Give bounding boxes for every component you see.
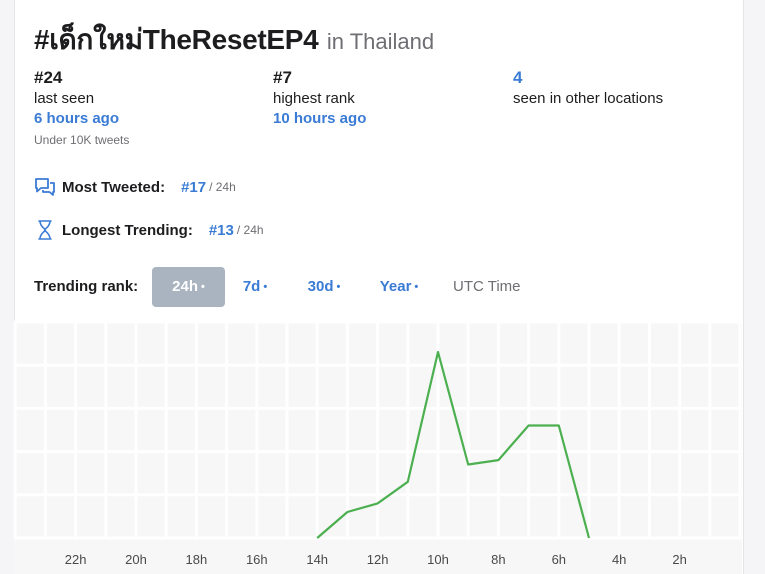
highest-rank-ago: 10 hours ago (273, 110, 367, 127)
chart-grid (13, 320, 742, 540)
x-tick-label: 2h (672, 552, 686, 567)
tab-year[interactable]: Year • (370, 267, 428, 307)
x-tick-label: 8h (491, 552, 505, 567)
x-tick-label: 6h (552, 552, 566, 567)
tab-7d-dot: • (263, 281, 268, 293)
tab-24h[interactable]: 24h • (152, 267, 225, 307)
trending-rank-label: Trending rank: (34, 278, 139, 295)
tab-24h-label: 24h (172, 278, 198, 295)
x-tick-label: 14h (306, 552, 328, 567)
stat-highest-rank: #7 highest rank 10 hours ago (273, 68, 366, 128)
other-locations-label: seen in other locations (513, 90, 664, 107)
data-point[interactable] (495, 457, 501, 463)
chat-bubbles-icon (34, 176, 56, 198)
most-tweeted-row: Most Tweeted: #17 / 24h (34, 176, 236, 198)
x-tick-label: 22h (65, 552, 87, 567)
tab-year-dot: • (414, 281, 419, 293)
hourglass-icon (34, 219, 56, 241)
longest-trending-row: Longest Trending: #13 / 24h (34, 219, 264, 241)
most-tweeted-label: Most Tweeted: (62, 178, 166, 196)
most-tweeted-rank[interactable]: #17 (181, 178, 207, 196)
trend-points (314, 349, 592, 541)
most-tweeted-period: / 24h (209, 180, 236, 194)
data-point[interactable] (344, 509, 350, 515)
tab-year-label: Year (379, 278, 412, 295)
tweet-count: Under 10K tweets (34, 133, 130, 147)
x-tick-label: 12h (367, 552, 389, 567)
utc-time-toggle[interactable]: UTC Time (453, 278, 521, 295)
x-tick-label: 16h (246, 552, 268, 567)
tab-24h-dot: • (201, 281, 205, 293)
longest-trending-period: / 24h (236, 223, 264, 237)
longest-trending-rank[interactable]: #13 (208, 221, 234, 239)
tab-7d-label: 7d (242, 278, 261, 295)
data-point[interactable] (556, 423, 562, 429)
last-seen-ago: 6 hours ago (34, 110, 120, 127)
hashtag-title: #เด็กใหม่TheResetEP4 (34, 24, 319, 55)
data-point[interactable] (405, 479, 411, 485)
tab-7d[interactable]: 7d • (232, 267, 278, 307)
tab-30d-dot: • (336, 281, 341, 293)
data-point[interactable] (526, 423, 532, 429)
data-point[interactable] (314, 535, 320, 541)
data-point[interactable] (586, 535, 592, 541)
highest-rank-value: #7 (273, 68, 292, 87)
data-point[interactable] (375, 500, 381, 506)
highest-rank-label: highest rank (273, 90, 355, 107)
data-point[interactable] (435, 349, 441, 355)
tab-30d-label: 30d (307, 278, 334, 295)
other-locations-count[interactable]: 4 (513, 68, 523, 87)
stat-other-locations[interactable]: 4 seen in other locations (513, 68, 663, 110)
x-tick-label: 18h (186, 552, 208, 567)
x-tick-label: 20h (125, 552, 147, 567)
page-title: #เด็กใหม่TheResetEP4 in Thailand (34, 18, 434, 62)
last-seen-label: last seen (34, 90, 95, 107)
tab-30d[interactable]: 30d • (296, 267, 352, 307)
trend-line (316, 350, 591, 539)
location-label: in Thailand (326, 29, 435, 54)
x-axis-ticks: 22h 20h 18h 16h 14h 12h 10h 8h 6h 4h 2h (65, 552, 687, 567)
x-tick-label: 4h (612, 552, 626, 567)
stat-last-seen: #24 last seen 6 hours ago Under 10K twee… (34, 68, 129, 147)
last-seen-rank: #24 (34, 68, 63, 87)
x-tick-label: 10h (427, 552, 449, 567)
data-point[interactable] (465, 461, 471, 467)
longest-trending-label: Longest Trending: (62, 221, 193, 239)
